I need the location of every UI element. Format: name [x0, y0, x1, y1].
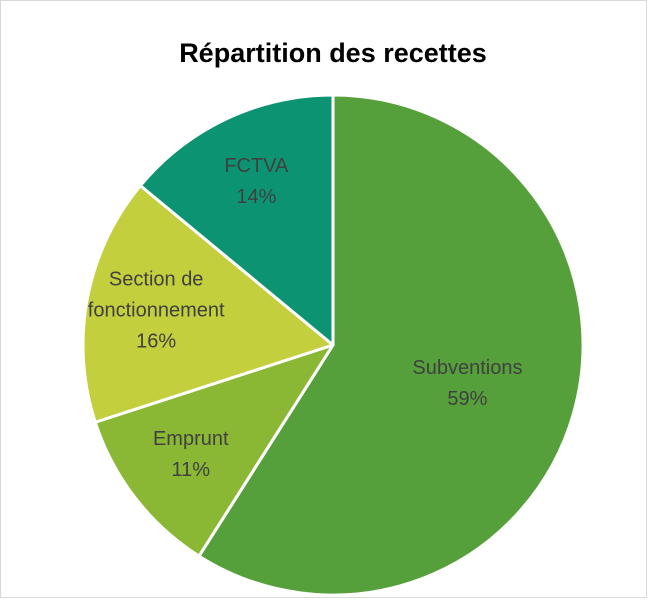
- pie-slice: [197, 93, 585, 597]
- slice-label: Emprunt 11%: [96, 424, 286, 486]
- category-label: Section de fonctionnement: [87, 268, 225, 322]
- pie-slice: [81, 184, 335, 424]
- slice-label: Subventions 59%: [372, 353, 562, 415]
- category-label: FCTVA: [224, 155, 289, 178]
- pie: [81, 93, 585, 597]
- value-label: 11%: [171, 459, 211, 482]
- slice-label: FCTVA 14%: [161, 151, 351, 213]
- pie-slice: [138, 93, 335, 347]
- category-label: Emprunt: [152, 428, 229, 451]
- value-label: 14%: [236, 186, 277, 209]
- pie-slice: [93, 343, 335, 558]
- slice-label: Section de fonctionnement 16%: [61, 265, 251, 358]
- value-label: 59%: [447, 388, 488, 411]
- chart-title: Répartition des recettes: [179, 38, 487, 68]
- category-label: Subventions: [412, 357, 523, 380]
- value-label: 16%: [136, 330, 177, 353]
